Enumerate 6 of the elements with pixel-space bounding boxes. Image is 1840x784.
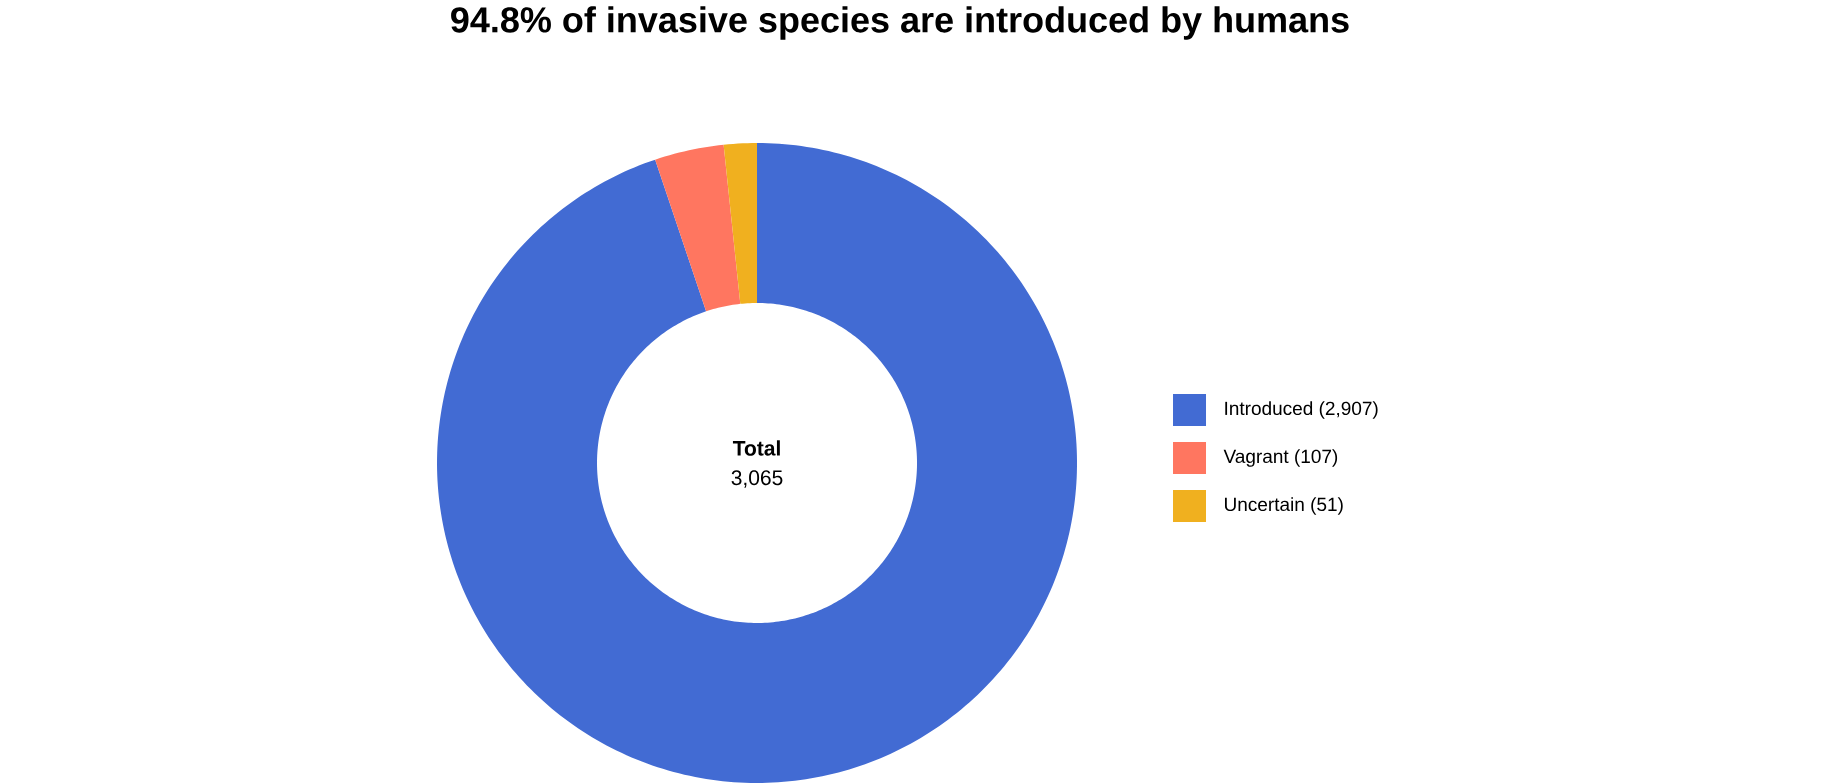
legend-label: Introduced (2,907): [1225, 401, 1378, 419]
text: 3,065: [731, 470, 783, 488]
chart-title: 94.8% of invasive species are introduced by humans: [451, 6, 1349, 40]
legend-label: Vagrant (107): [1223, 449, 1338, 467]
text: Total: [732, 440, 780, 456]
legend-label: Uncertain (51): [1225, 497, 1343, 515]
